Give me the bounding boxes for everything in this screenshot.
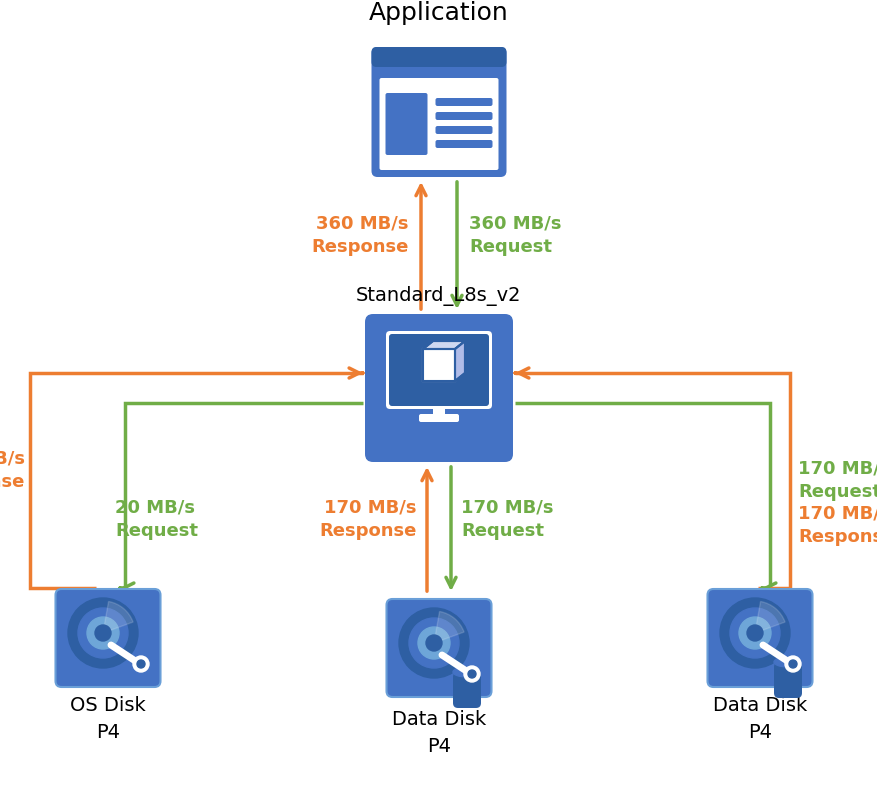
Text: Application: Application [368, 1, 509, 25]
Wedge shape [433, 611, 464, 643]
FancyBboxPatch shape [386, 599, 491, 697]
Polygon shape [454, 341, 465, 381]
Wedge shape [103, 601, 133, 633]
FancyBboxPatch shape [389, 334, 488, 406]
FancyBboxPatch shape [435, 140, 492, 148]
Text: Data Disk
P4: Data Disk P4 [391, 710, 486, 756]
Circle shape [409, 618, 459, 668]
Text: Data Disk
P4: Data Disk P4 [712, 696, 806, 741]
Circle shape [137, 660, 145, 668]
FancyBboxPatch shape [55, 589, 160, 687]
Circle shape [68, 598, 138, 668]
Circle shape [87, 617, 119, 649]
Text: 360 MB/s
Response: 360 MB/s Response [311, 215, 409, 257]
Circle shape [78, 608, 128, 658]
Text: 170 MB/s
Request: 170 MB/s Request [797, 459, 877, 501]
FancyBboxPatch shape [432, 396, 445, 416]
Circle shape [398, 608, 468, 678]
Text: 170 MB/s
Request: 170 MB/s Request [460, 498, 553, 540]
FancyBboxPatch shape [435, 112, 492, 120]
Text: 20 MB/s
Request: 20 MB/s Request [115, 498, 198, 540]
Circle shape [132, 656, 149, 672]
Text: VM: VM [423, 430, 454, 448]
Circle shape [463, 666, 480, 682]
FancyBboxPatch shape [707, 589, 811, 687]
FancyBboxPatch shape [453, 672, 481, 708]
Circle shape [746, 625, 762, 641]
FancyBboxPatch shape [435, 126, 492, 134]
Ellipse shape [774, 657, 801, 667]
FancyBboxPatch shape [365, 314, 512, 462]
FancyBboxPatch shape [386, 331, 491, 409]
Circle shape [467, 670, 475, 678]
Circle shape [425, 635, 441, 651]
Circle shape [719, 598, 789, 668]
Circle shape [95, 625, 111, 641]
Text: 360 MB/s
Request: 360 MB/s Request [468, 215, 561, 257]
Text: 170 MB/s
Response: 170 MB/s Response [797, 505, 877, 546]
Circle shape [729, 608, 779, 658]
FancyBboxPatch shape [774, 662, 801, 698]
Ellipse shape [453, 667, 481, 677]
Wedge shape [754, 601, 784, 633]
Text: OS Disk
P4: OS Disk P4 [70, 696, 146, 741]
FancyBboxPatch shape [418, 414, 459, 422]
FancyBboxPatch shape [379, 78, 498, 170]
Circle shape [784, 656, 800, 672]
FancyBboxPatch shape [385, 93, 427, 155]
Text: Standard_L8s_v2: Standard_L8s_v2 [356, 286, 521, 306]
Polygon shape [423, 349, 454, 381]
Circle shape [417, 627, 450, 659]
Text: 170 MB/s
Response: 170 MB/s Response [319, 498, 417, 540]
Circle shape [788, 660, 796, 668]
Circle shape [738, 617, 770, 649]
FancyBboxPatch shape [435, 98, 492, 106]
Text: 20 MB/s
Response: 20 MB/s Response [0, 450, 25, 491]
Polygon shape [423, 341, 465, 349]
FancyBboxPatch shape [371, 47, 506, 67]
FancyBboxPatch shape [371, 47, 506, 177]
